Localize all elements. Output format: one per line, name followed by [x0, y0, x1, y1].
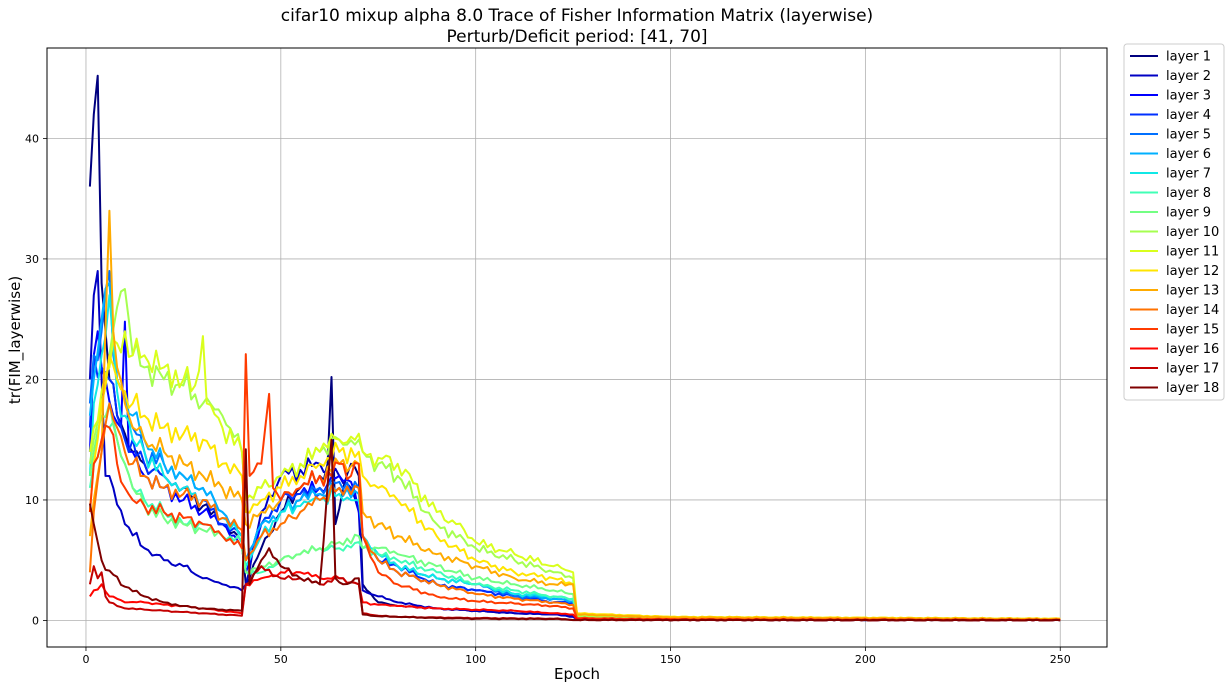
series-line — [88, 320, 1061, 622]
series-line — [88, 353, 1061, 622]
x-tick-label: 50 — [274, 653, 288, 666]
x-tick-label: 0 — [82, 653, 89, 666]
plot-frame — [46, 47, 1108, 648]
legend-label: layer 16 — [1166, 342, 1219, 357]
series-line — [88, 294, 1061, 622]
chart-title: cifar10 mixup alpha 8.0 Trace of Fisher … — [281, 6, 873, 26]
x-axis-label: Epoch — [554, 665, 600, 683]
y-axis-label: tr(FIM_layerwise) — [6, 276, 25, 404]
chart-subtitle: Perturb/Deficit period: [41, 70] — [446, 27, 707, 47]
legend-label: layer 12 — [1166, 264, 1219, 279]
legend-label: layer 11 — [1166, 245, 1219, 260]
legend-label: layer 13 — [1166, 284, 1219, 299]
legend-label: layer 9 — [1166, 206, 1211, 221]
series-line — [88, 270, 1061, 622]
series-line — [88, 288, 1061, 621]
legend: layer 1 layer 2 layer 3 layer 4 layer 5 layer… — [1123, 43, 1225, 401]
series-line — [88, 330, 1061, 620]
x-tick-label: 150 — [660, 653, 681, 666]
legend-label: layer 10 — [1166, 225, 1219, 240]
y-axis-ticks: 0 10 20 30 40 — [25, 132, 47, 627]
y-tick-label: 30 — [25, 253, 39, 266]
x-axis-ticks: 0 50 100 150 200 250 — [82, 647, 1071, 666]
x-tick-label: 200 — [855, 653, 876, 666]
x-tick-label: 250 — [1050, 653, 1071, 666]
legend-label: layer 5 — [1166, 128, 1211, 143]
series-line — [88, 354, 1061, 622]
series-group — [88, 74, 1061, 622]
legend-label: layer 2 — [1166, 69, 1211, 84]
legend-label: layer 18 — [1166, 381, 1219, 396]
legend-label: layer 3 — [1166, 89, 1211, 104]
legend-label: layer 4 — [1166, 108, 1211, 123]
series-line — [88, 270, 1061, 622]
legend-label: layer 1 — [1166, 50, 1211, 65]
series-line — [88, 282, 1061, 622]
legend-label: layer 17 — [1166, 362, 1219, 377]
legend-label: layer 14 — [1166, 303, 1219, 318]
y-tick-label: 40 — [25, 132, 39, 145]
series-line — [88, 354, 1061, 620]
y-tick-label: 0 — [32, 614, 39, 627]
legend-label: layer 6 — [1166, 147, 1211, 162]
y-tick-label: 20 — [25, 373, 39, 386]
legend-label: layer 7 — [1166, 167, 1211, 182]
grid — [47, 48, 1107, 647]
y-tick-label: 10 — [25, 494, 39, 507]
series-line — [88, 209, 1061, 621]
legend-label: layer 15 — [1166, 323, 1219, 338]
x-tick-label: 100 — [465, 653, 486, 666]
series-line — [88, 438, 1061, 622]
legend-label: layer 8 — [1166, 186, 1211, 201]
